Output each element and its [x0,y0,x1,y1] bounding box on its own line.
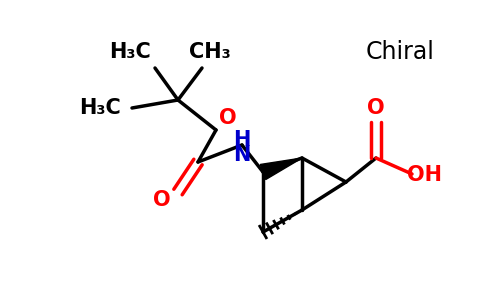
Polygon shape [260,158,302,179]
Text: Chiral: Chiral [365,40,435,64]
Text: O: O [153,190,171,210]
Text: H₃C: H₃C [109,42,151,62]
Text: CH₃: CH₃ [189,42,231,62]
Text: H: H [233,130,251,150]
Text: H₃C: H₃C [79,98,121,118]
Text: O: O [367,98,385,118]
Text: N: N [233,145,251,165]
Text: OH: OH [408,165,442,185]
Text: O: O [219,108,237,128]
